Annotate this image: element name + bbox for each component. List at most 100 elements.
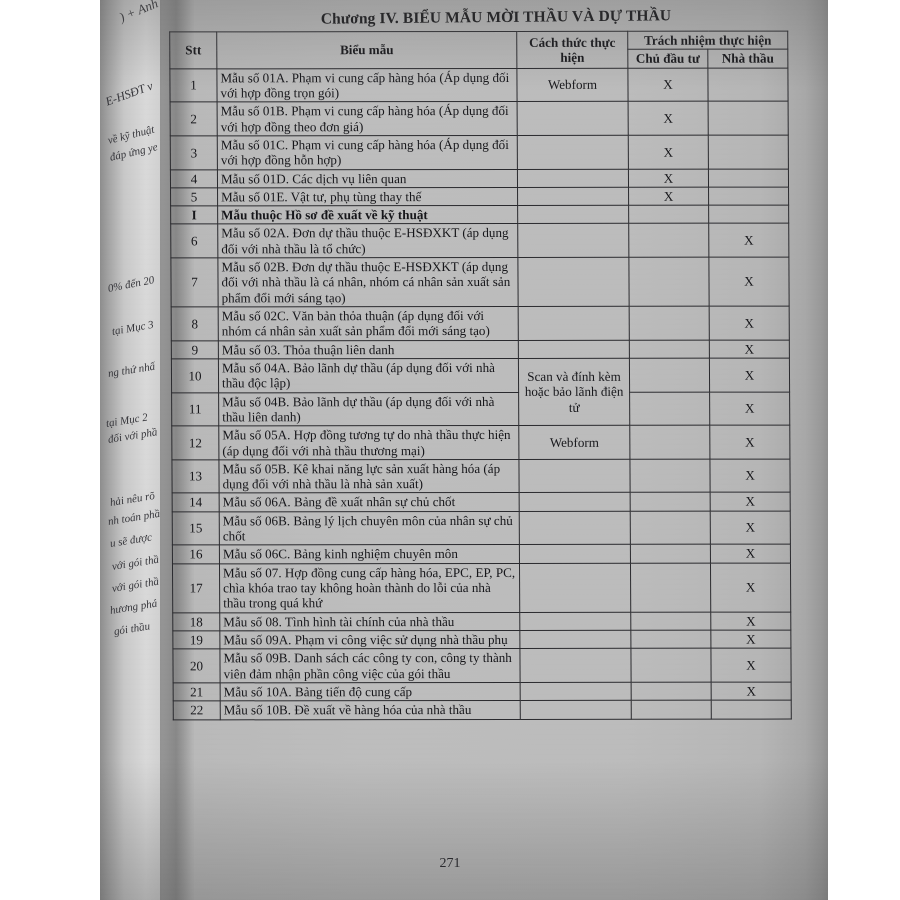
- form-name: Mẫu số 10A. Bảng tiến độ cung cấp: [220, 682, 521, 702]
- contractor-mark: [708, 186, 789, 206]
- gutter-text-fragment: u sẽ được: [109, 531, 153, 550]
- header-method: Cách thức thực hiện: [516, 31, 628, 69]
- method-cell: [518, 306, 630, 341]
- investor-mark: [628, 223, 709, 258]
- contractor-mark: [708, 205, 789, 224]
- method-cell: [517, 257, 630, 307]
- form-name: Mẫu số 02C. Văn bản thỏa thuận (áp dụng …: [218, 306, 519, 341]
- method-cell: [517, 205, 629, 224]
- row-index: 13: [171, 459, 220, 494]
- row-index: 6: [170, 224, 218, 258]
- row-index: 20: [172, 649, 221, 683]
- page-substrate: [100, 0, 828, 900]
- table-header-row-1: Stt Biểu mẫu Cách thức thực hiện Trách n…: [169, 31, 788, 69]
- form-name: Mẫu số 08. Tình hình tài chính của nhà t…: [219, 612, 520, 631]
- form-name: Mẫu số 01A. Phạm vi cung cấp hàng hóa (Á…: [216, 68, 518, 103]
- page-number: 271: [439, 856, 461, 871]
- investor-mark: [630, 544, 711, 563]
- table-head: Stt Biểu mẫu Cách thức thực hiện Trách n…: [169, 31, 788, 69]
- forms-table-container: Stt Biểu mẫu Cách thức thực hiện Trách n…: [169, 31, 792, 720]
- row-index: 15: [172, 511, 220, 546]
- table-row: 3 Mẫu số 01C. Phạm vi cung cấp hàng hóa (…: [170, 134, 789, 170]
- form-name: Mẫu số 07. Hợp đồng cung cấp hàng hóa, E…: [219, 563, 520, 613]
- contractor-mark: X: [709, 306, 790, 340]
- method-cell: [519, 544, 631, 564]
- contractor-mark: X: [710, 648, 792, 683]
- row-index: 14: [172, 493, 220, 512]
- contractor-mark: [708, 101, 789, 136]
- investor-mark: X: [628, 101, 709, 136]
- method-cell: [517, 135, 629, 169]
- table-row: 5 Mẫu số 01E. Vật tư, phụ tùng thay thế X: [170, 186, 789, 207]
- gutter-text-fragment: tại Mục 3: [110, 318, 155, 338]
- form-name: Mẫu số 03. Thỏa thuận liên danh: [218, 340, 519, 359]
- table-row: 4 Mẫu số 01D. Các dịch vụ liên quan X: [170, 168, 789, 188]
- table-row: 6 Mẫu số 02A. Đơn dự thầu thuộc E-HSĐXKT …: [170, 223, 789, 258]
- form-name: Mẫu số 01B. Phạm vi cung cấp hàng hóa (Á…: [217, 101, 518, 136]
- method-cell: Scan và đính kèm hoặc bảo lãnh điện tử: [518, 358, 630, 426]
- form-name: Mẫu số 01C. Phạm vi cung cấp hàng hóa (Á…: [217, 135, 518, 170]
- method-cell: [519, 562, 631, 613]
- investor-mark: [629, 391, 710, 426]
- method-cell: [519, 492, 631, 512]
- table-body: 1 Mẫu số 01A. Phạm vi cung cấp hàng hóa (…: [169, 67, 792, 720]
- gutter-text-fragment: đối với phầ: [107, 426, 159, 446]
- table-row: 22 Mẫu số 10B. Đề xuất về hàng hóa của nh…: [173, 700, 792, 720]
- forms-table: Stt Biểu mẫu Cách thức thực hiện Trách n…: [169, 31, 792, 720]
- investor-mark: X: [627, 67, 709, 102]
- form-name: Mẫu số 10B. Đề xuất về hàng hóa của nhà …: [220, 700, 521, 720]
- row-index: I: [170, 205, 218, 225]
- contractor-mark: X: [710, 611, 791, 631]
- form-name: Mẫu số 01D. Các dịch vụ liên quan: [217, 168, 518, 188]
- row-index: 11: [171, 392, 219, 427]
- contractor-mark: X: [710, 630, 791, 649]
- contractor-mark: [707, 67, 789, 102]
- investor-mark: [630, 630, 711, 649]
- contractor-mark: [711, 700, 792, 719]
- row-index: 22: [173, 701, 221, 720]
- gutter-text-fragment: 0% đến 20: [106, 274, 156, 295]
- row-index: 8: [171, 306, 219, 341]
- method-cell: [517, 187, 629, 206]
- row-index: 12: [171, 426, 219, 460]
- contractor-mark: X: [710, 562, 791, 612]
- row-index: 17: [172, 563, 220, 613]
- method-cell: [519, 611, 631, 631]
- investor-mark: [630, 492, 711, 512]
- investor-mark: [630, 648, 712, 683]
- table-row: 7 Mẫu số 02B. Đơn dự thầu thuộc E-HSĐXKT …: [170, 257, 790, 307]
- header-investor: Chủ đầu tư: [627, 49, 708, 68]
- row-index: 5: [170, 187, 218, 207]
- method-cell: [520, 682, 632, 701]
- table-row: 9 Mẫu số 03. Thỏa thuận liên danh X: [171, 339, 790, 359]
- contractor-mark: [708, 134, 789, 169]
- investor-mark: [629, 358, 710, 392]
- row-index: 7: [170, 257, 219, 307]
- investor-mark: [631, 682, 712, 701]
- form-name: Mẫu số 04B. Bảo lãnh dự thầu (áp dụng đố…: [218, 392, 519, 427]
- form-name: Mẫu số 05A. Hợp đồng tương tự do nhà thầ…: [218, 425, 519, 460]
- method-cell: [519, 648, 632, 683]
- contractor-mark: X: [708, 257, 790, 307]
- header-stt: Stt: [169, 31, 217, 69]
- form-name: Mẫu số 05B. Kê khai năng lực sản xuất hà…: [218, 459, 520, 494]
- contractor-mark: X: [710, 492, 791, 511]
- contractor-mark: X: [709, 358, 790, 392]
- method-cell: [517, 168, 629, 188]
- table-row: 10 Mẫu số 04A. Bảo lãnh dự thầu (áp dụng …: [171, 358, 790, 426]
- method-cell: [518, 339, 630, 359]
- header-responsibility: Trách nhiệm thực hiện: [627, 31, 788, 50]
- method-cell: [519, 511, 631, 545]
- investor-mark: X: [628, 135, 709, 169]
- table-row: I Mẫu thuộc Hồ sơ đề xuất về kỹ thuật: [170, 205, 789, 225]
- contractor-mark: X: [710, 510, 791, 545]
- table-row: 1 Mẫu số 01A. Phạm vi cung cấp hàng hóa (…: [169, 67, 789, 103]
- method-cell: Webform: [516, 67, 629, 102]
- gutter-text-fragment: tại Mục 2: [105, 411, 149, 430]
- method-cell: [520, 700, 632, 719]
- row-index: 18: [172, 612, 220, 631]
- row-index: 21: [173, 682, 221, 702]
- form-name: Mẫu số 09B. Danh sách các công ty con, c…: [219, 648, 521, 683]
- table-row: 8 Mẫu số 02C. Văn bản thỏa thuận (áp dụng…: [171, 306, 790, 341]
